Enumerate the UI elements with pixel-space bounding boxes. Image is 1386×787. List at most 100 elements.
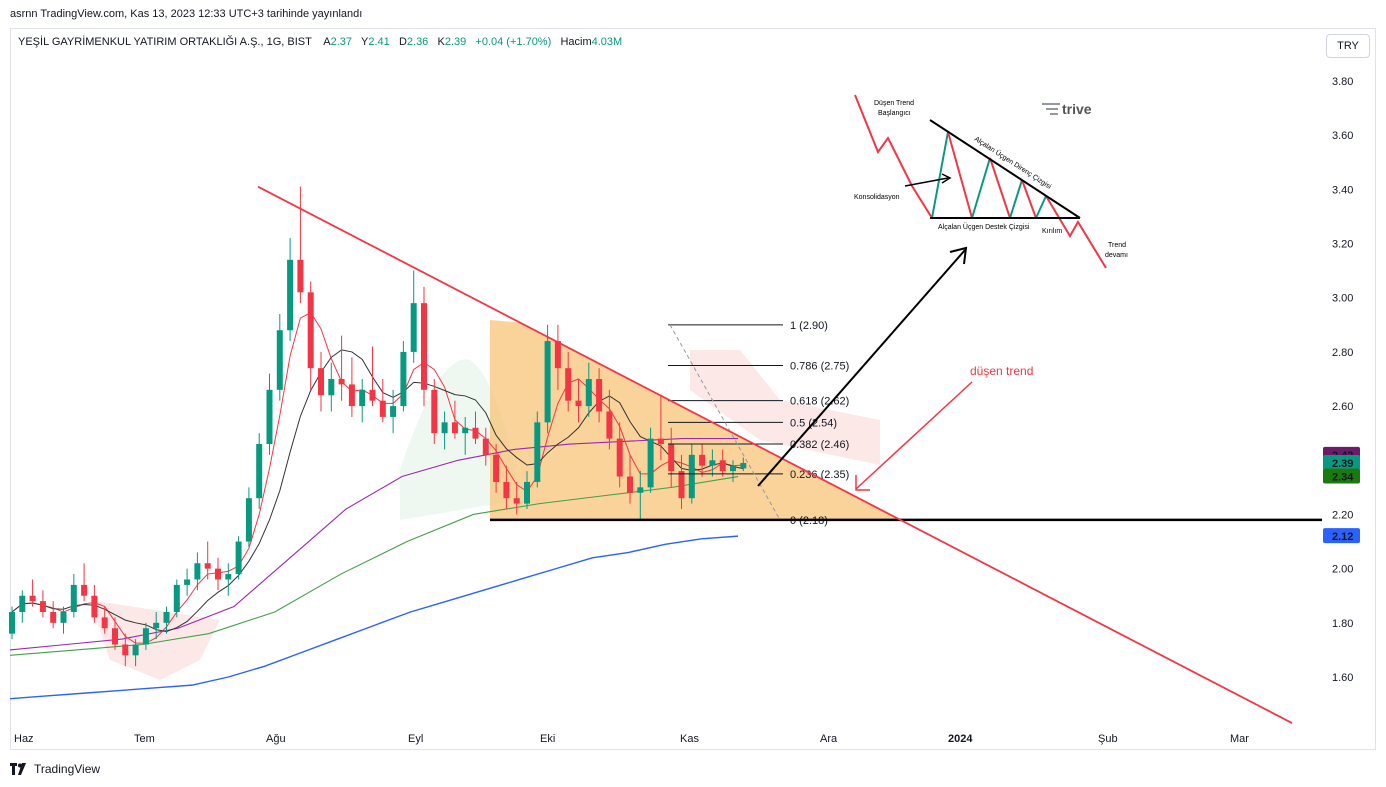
fib-trend-dashed: [669, 324, 781, 521]
y-axis-tick: 2.80: [1332, 347, 1353, 359]
candle-body: [245, 498, 252, 542]
price-tag-last: 2.39: [1332, 458, 1353, 470]
price-tag-last-bg: [1323, 454, 1360, 470]
candle-body: [194, 563, 201, 580]
price-tag-ma200-bg: [1323, 528, 1360, 544]
ma100-line: [9, 438, 738, 651]
candle-body: [678, 471, 685, 499]
cloud-red: [690, 350, 880, 465]
high-label: Y: [361, 36, 369, 48]
candle-body: [70, 584, 77, 612]
candle-body: [730, 465, 736, 472]
x-axis-tick: Kas: [680, 733, 699, 745]
candle-body: [235, 541, 242, 575]
candle-body: [719, 460, 726, 472]
candle-body: [91, 595, 98, 618]
diagram-support-label: Alçalan Üçgen Destek Çizgisi: [938, 223, 1030, 231]
arrow-to-diagram: [757, 249, 966, 487]
y-axis-tick: 1.60: [1332, 672, 1353, 684]
candle-body: [204, 563, 211, 569]
ma50-line: [9, 475, 739, 656]
candle-body: [493, 454, 500, 482]
candle-body: [554, 341, 561, 369]
y-axis-tick: 2.60: [1332, 401, 1353, 413]
candle-body: [29, 595, 36, 602]
candle-body: [39, 601, 46, 612]
candle-body: [462, 427, 469, 434]
fib-level-label: 0.236 (2.35): [790, 469, 849, 481]
x-axis-tick: Şub: [1098, 733, 1118, 745]
candle-body: [328, 379, 335, 396]
triangle-fill: [490, 320, 901, 520]
candle-body: [513, 498, 520, 504]
candle-body: [596, 379, 603, 412]
diagram-consolidation-label: Konsolidasyon: [854, 194, 900, 201]
volume-value: 4.03M: [591, 36, 623, 48]
candle-body: [163, 611, 170, 623]
candle-body: [132, 644, 139, 656]
diagram-title-line1: Düşen Trend: [874, 100, 914, 107]
diagram-breakdown: [1045, 195, 1107, 269]
diagram-resistance-label: Alçalan Üçgen Direnç Çizgisi: [973, 135, 1053, 191]
volume-label: Hacim: [560, 36, 592, 48]
diagram-consolidation-arrow-head: [941, 173, 952, 184]
descending-trendline: [257, 185, 1293, 724]
y-axis-tick: 2.00: [1332, 564, 1353, 576]
candle-body: [142, 628, 149, 645]
candle-body: [544, 341, 551, 423]
published-line: asrnn TradingView.com, Kas 13, 2023 12:3…: [10, 8, 363, 20]
fib-level-label: 0.382 (2.46): [790, 439, 849, 451]
candle-body: [307, 292, 314, 369]
diagram-up3: [1009, 179, 1023, 219]
trive-logo-icon: [1042, 103, 1060, 115]
y-axis-tick: 3.20: [1332, 239, 1353, 251]
candle-body: [122, 644, 129, 656]
diagram-break-label: Kırılım: [1042, 228, 1062, 235]
trend-arrow-head: [855, 475, 870, 491]
candle-body: [256, 444, 263, 499]
diagram-continuation-line1: Trend: [1108, 242, 1126, 249]
candle-body: [369, 389, 376, 401]
candle-body: [503, 481, 510, 499]
candle-body: [9, 611, 15, 634]
candle-body: [668, 444, 675, 472]
candle-body: [184, 579, 191, 585]
currency-button[interactable]: TRY: [1326, 34, 1370, 58]
symbol-name: YEŞİL GAYRİMENKUL YATIRIM ORTAKLIĞI A.Ş.…: [18, 36, 312, 48]
low-label: D: [398, 36, 407, 48]
candle-body: [101, 617, 108, 629]
diagram-consolidation-arrow: [904, 177, 949, 187]
candle-body: [637, 487, 644, 493]
arrow-to-diagram-head: [949, 246, 968, 265]
candle-body: [441, 422, 448, 434]
fib-level-label: 1 (2.90): [790, 320, 828, 332]
candle-body: [297, 259, 304, 293]
price-tag-ma200: 2.12: [1332, 531, 1353, 543]
candle-body: [421, 303, 427, 390]
chart-frame: [10, 28, 1376, 750]
candle-body: [348, 384, 355, 407]
ma-fast-line: [11, 311, 744, 644]
diagram-title-line2: Başlangıcı: [878, 110, 911, 117]
candle-body: [359, 389, 366, 407]
x-axis-tick: Tem: [134, 733, 155, 745]
candle-body: [616, 438, 623, 477]
diagram-resistance-line: [929, 119, 1081, 219]
candle-body: [338, 379, 345, 385]
open-value: 2.37: [330, 36, 353, 48]
candle-body: [688, 454, 695, 499]
candle-body: [482, 438, 489, 455]
open-label: A: [323, 36, 331, 48]
y-axis-tick: 1.80: [1332, 618, 1353, 630]
candle-body: [647, 438, 654, 488]
close-label: K: [437, 36, 445, 48]
candle-body: [287, 259, 294, 331]
candle-body: [390, 406, 397, 417]
candle-body: [400, 351, 407, 407]
candle-body: [112, 628, 118, 645]
candle-body: [585, 379, 592, 407]
x-axis-tick: Mar: [1230, 733, 1249, 745]
x-axis-tick: Haz: [14, 733, 34, 745]
close-value: 2.39: [444, 36, 467, 48]
diagram-up1: [931, 131, 949, 219]
